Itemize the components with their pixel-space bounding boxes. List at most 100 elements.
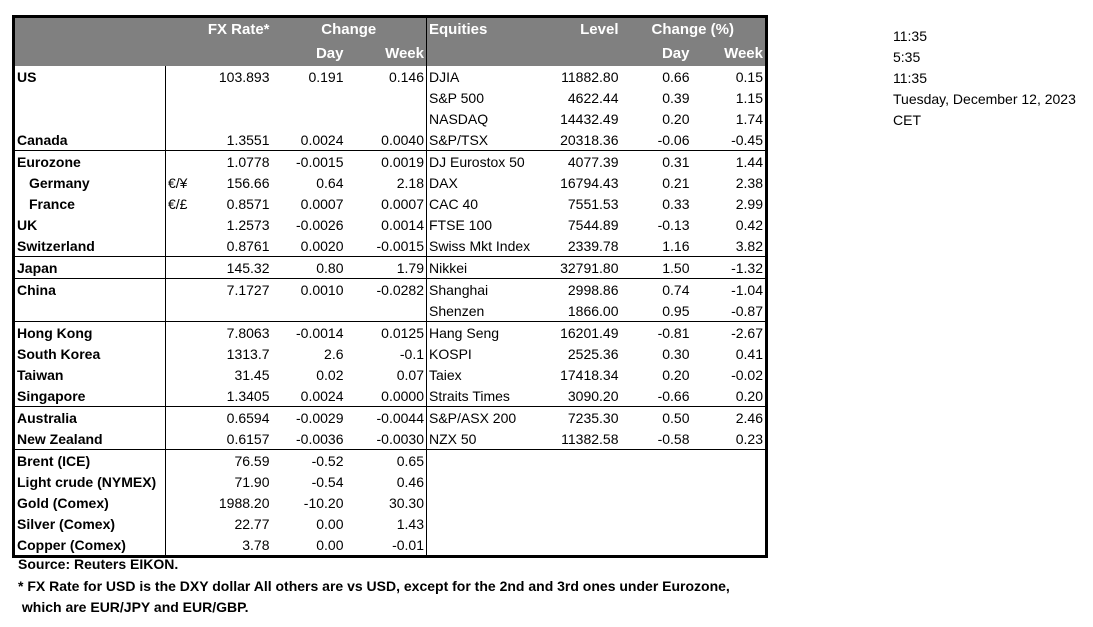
currency-pair — [165, 300, 206, 322]
currency-pair — [165, 471, 206, 492]
week-header: Week — [345, 42, 427, 66]
currency-pair — [165, 492, 206, 513]
currency-pair — [165, 428, 206, 450]
equity-level: 1866.00 — [567, 302, 619, 319]
equity-level: 4622.44 — [567, 89, 619, 106]
row-label: South Korea — [17, 345, 101, 362]
equity-level: 17418.34 — [560, 366, 619, 383]
equity-level: 2998.86 — [536, 278, 621, 300]
equity-level — [537, 471, 621, 492]
equity-level: 11882.80 — [561, 68, 619, 85]
fx-rate: 0.6594 — [205, 406, 272, 428]
equity-change-week: 2.38 — [735, 174, 763, 191]
equity-change-week: 0.42 — [735, 216, 763, 233]
equity-change-day — [621, 471, 692, 492]
fx-change-day — [272, 108, 346, 129]
fx-change-week: 0.07 — [396, 366, 424, 383]
equity-level: 32791.80 — [536, 256, 621, 279]
fx-change-day: 0.0024 — [300, 131, 344, 148]
equity-level: 7544.89 — [567, 216, 619, 233]
table-row: China 7.1727 0.0010 -0.0282 Shanghai 2998.86 0… — [13, 278, 767, 300]
fx-change-week: 0.65 — [345, 449, 427, 471]
fx-change-week — [346, 300, 427, 322]
equity-change-day: -0.81 — [620, 321, 692, 343]
equity-level: 2339.78 — [567, 237, 619, 254]
table-row: Silver (Comex) 22.77 0.00 1.43 — [14, 513, 767, 534]
fx-change-day: 0.0024 — [300, 387, 344, 404]
equity-change-day: 0.20 — [662, 366, 690, 383]
equity-change-week: -1.04 — [691, 278, 767, 300]
equity-level — [537, 513, 621, 534]
table-row: New Zealand 0.6157 -0.0036 -0.0030 NZX 50 113… — [14, 428, 767, 450]
fx-change-day: 0.02 — [316, 366, 344, 383]
header-row-1: FX Rate* Change Equities Level Change (%… — [13, 16, 767, 42]
equity-level: 11382.58 — [561, 430, 619, 447]
row-label — [14, 87, 166, 108]
row-label: Australia — [13, 406, 166, 428]
equity-name: DAX — [426, 172, 537, 193]
row-label: Germany — [29, 174, 90, 191]
row-label: US — [17, 68, 37, 85]
equity-change-day — [621, 492, 692, 513]
equity-change-week: -0.02 — [731, 366, 763, 383]
fx-change-week — [346, 108, 427, 129]
equity-change-week: 0.23 — [735, 430, 763, 447]
fx-rate: 7.1727 — [205, 278, 272, 300]
equity-change-week: -0.87 — [731, 302, 763, 319]
equity-change-day: 0.95 — [662, 302, 690, 319]
table-row: S&P 500 4622.44 0.39 1.15 — [14, 87, 767, 108]
equity-change-day: 1.50 — [620, 256, 692, 279]
currency-pair — [165, 513, 206, 534]
fx-change-week: 30.30 — [388, 494, 424, 511]
equity-change-week: 2.99 — [735, 195, 763, 212]
row-label: Switzerland — [17, 237, 95, 254]
equity-change-day — [621, 513, 692, 534]
fx-change-week: 1.43 — [396, 515, 424, 532]
equity-change-day: -0.66 — [657, 387, 690, 404]
equity-level: 4077.39 — [536, 150, 621, 172]
fx-rate — [206, 108, 272, 129]
equity-level: 7235.30 — [536, 406, 621, 428]
row-label: Copper (Comex) — [17, 536, 126, 553]
change-header: Change — [271, 16, 427, 42]
currency-pair — [165, 129, 206, 151]
eq-day-header: Day — [620, 42, 692, 66]
source-note: Source: Reuters EIKON. — [18, 556, 179, 572]
equity-change-day: 0.50 — [620, 406, 692, 428]
fx-change-day — [272, 87, 346, 108]
fx-change-week: -0.0282 — [345, 278, 427, 300]
row-label: Canada — [17, 131, 68, 148]
fx-rate: 1.0778 — [205, 150, 272, 172]
currency-pair — [165, 278, 206, 300]
row-label: Hong Kong — [13, 321, 166, 343]
header-row-2: Day Week Day Week — [13, 42, 767, 66]
fx-change-week: -0.0044 — [345, 406, 427, 428]
fx-change-week: 0.0014 — [381, 216, 424, 233]
fx-rate: 0.6157 — [226, 430, 270, 447]
table-row: France €/£ 0.8571 0.0007 0.0007 CAC 40 7551.53… — [14, 193, 767, 214]
fx-rate — [206, 87, 272, 108]
equity-change-day: -0.58 — [657, 430, 690, 447]
equity-change-day: 1.16 — [662, 237, 690, 254]
equity-change-day: 0.30 — [662, 345, 690, 362]
equity-change-day: 0.20 — [662, 110, 690, 127]
currency-pair: €/¥ — [165, 172, 206, 193]
currency-pair — [165, 256, 206, 279]
fx-change-day: 0.80 — [271, 256, 346, 279]
table-row: Taiwan 31.45 0.02 0.07 Taiex 17418.34 0.20 -0.0… — [14, 364, 767, 385]
fx-change-week — [346, 87, 427, 108]
fx-rate: 0.8761 — [226, 237, 270, 254]
fx-rate: 71.90 — [234, 473, 270, 490]
row-label: France — [29, 195, 75, 212]
equity-level: 16201.49 — [536, 321, 621, 343]
equity-level: 7551.53 — [567, 195, 619, 212]
fx-rate: 0.8571 — [226, 195, 270, 212]
row-label: China — [13, 278, 166, 300]
equity-name: Shanghai — [426, 278, 537, 300]
fx-rate: 1313.7 — [226, 345, 270, 362]
equity-change-day: -0.13 — [657, 216, 690, 233]
equity-change-week — [691, 449, 767, 471]
fx-rate: 1988.20 — [218, 494, 270, 511]
row-label: Taiwan — [17, 366, 64, 383]
fx-rate: 1.3551 — [226, 131, 270, 148]
